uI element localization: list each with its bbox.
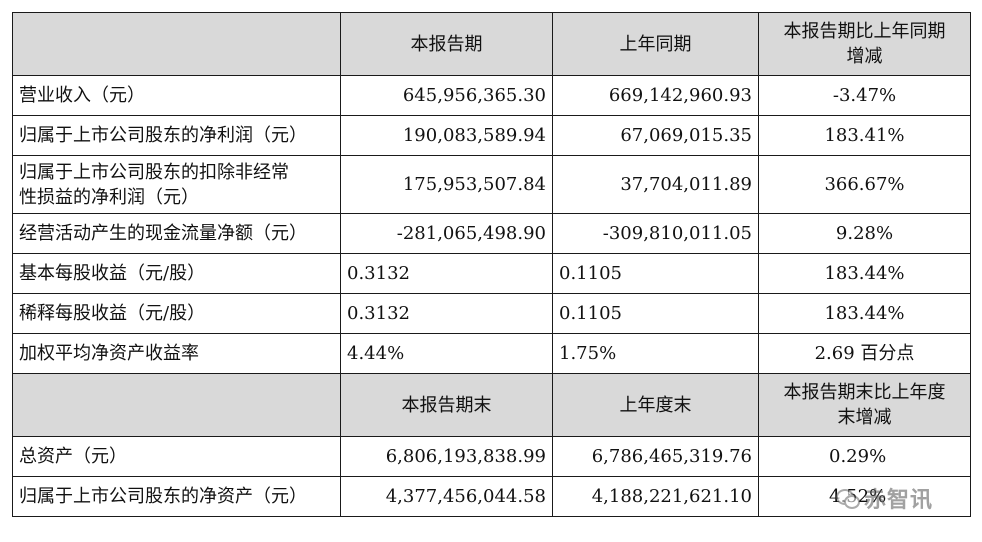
change-value: 4.52%	[758, 476, 971, 517]
current-value: -281,065,498.90	[340, 213, 553, 254]
header-prior-year-end: 上年度末	[552, 373, 759, 437]
financial-summary-table: 本报告期 上年同期 本报告期比上年同期 增减 营业收入（元） 645,956,3…	[12, 12, 971, 517]
header-current-period: 本报告期	[340, 12, 553, 76]
prior-value: 0.1105	[552, 253, 759, 294]
header-change-line1: 本报告期末比上年度	[783, 382, 946, 403]
table-row: 基本每股收益（元/股） 0.3132 0.1105 183.44%	[12, 253, 971, 294]
header-change: 本报告期末比上年度 末增减	[758, 373, 971, 437]
change-value: 0.29%	[758, 436, 971, 477]
prior-value: 669,142,960.93	[552, 75, 759, 116]
current-value: 0.3132	[340, 293, 553, 334]
header-change-line2: 增减	[846, 46, 883, 67]
current-value: 6,806,193,838.99	[340, 436, 553, 477]
prior-value: 67,069,015.35	[552, 115, 759, 156]
row-label: 经营活动产生的现金流量净额（元）	[12, 213, 341, 254]
current-value: 4,377,456,044.58	[340, 476, 553, 517]
table-row: 稀释每股收益（元/股） 0.3132 0.1105 183.44%	[12, 293, 971, 334]
row-label: 归属于上市公司股东的净利润（元）	[12, 115, 341, 156]
row-label: 归属于上市公司股东的净资产（元）	[12, 476, 341, 517]
table-row: 归属于上市公司股东的扣除非经常 性损益的净利润（元） 175,953,507.8…	[12, 155, 971, 214]
table-header-row: 本报告期末 上年度末 本报告期末比上年度 末增减	[12, 373, 971, 437]
table-row: 营业收入（元） 645,956,365.30 669,142,960.93 -3…	[12, 75, 971, 116]
header-corner-cell	[12, 12, 341, 76]
row-label: 基本每股收益（元/股）	[12, 253, 341, 294]
table-header-row: 本报告期 上年同期 本报告期比上年同期 增减	[12, 12, 971, 76]
prior-value: 0.1105	[552, 293, 759, 334]
table-row: 归属于上市公司股东的净利润（元） 190,083,589.94 67,069,0…	[12, 115, 971, 156]
change-value: -3.47%	[758, 75, 971, 116]
row-label: 营业收入（元）	[12, 75, 341, 116]
header-period-end: 本报告期末	[340, 373, 553, 437]
header-change-line1: 本报告期比上年同期	[783, 21, 946, 42]
prior-value: 6,786,465,319.76	[552, 436, 759, 477]
prior-value: 1.75%	[552, 333, 759, 374]
change-value: 183.44%	[758, 293, 971, 334]
row-label-line1: 归属于上市公司股东的扣除非经常	[19, 161, 289, 183]
change-value: 9.28%	[758, 213, 971, 254]
current-value: 4.44%	[340, 333, 553, 374]
current-value: 645,956,365.30	[340, 75, 553, 116]
prior-value: -309,810,011.05	[552, 213, 759, 254]
prior-value: 37,704,011.89	[552, 155, 759, 214]
table-row: 加权平均净资产收益率 4.44% 1.75% 2.69 百分点	[12, 333, 971, 374]
row-label: 稀释每股收益（元/股）	[12, 293, 341, 334]
change-value: 366.67%	[758, 155, 971, 214]
change-value: 183.41%	[758, 115, 971, 156]
header-corner-cell	[12, 373, 341, 437]
header-change: 本报告期比上年同期 增减	[758, 12, 971, 76]
header-change-line2: 末增减	[837, 407, 892, 428]
current-value: 190,083,589.94	[340, 115, 553, 156]
row-label: 归属于上市公司股东的扣除非经常 性损益的净利润（元）	[12, 155, 341, 214]
table-row: 经营活动产生的现金流量净额（元） -281,065,498.90 -309,81…	[12, 213, 971, 254]
table-row: 总资产（元） 6,806,193,838.99 6,786,465,319.76…	[12, 436, 971, 477]
row-label-line2: 性损益的净利润（元）	[19, 186, 199, 208]
change-value: 183.44%	[758, 253, 971, 294]
row-label: 加权平均净资产收益率	[12, 333, 341, 374]
current-value: 0.3132	[340, 253, 553, 294]
change-value: 2.69 百分点	[758, 333, 971, 374]
header-prior-period: 上年同期	[552, 12, 759, 76]
row-label: 总资产（元）	[12, 436, 341, 477]
current-value: 175,953,507.84	[340, 155, 553, 214]
prior-value: 4,188,221,621.10	[552, 476, 759, 517]
table-row: 归属于上市公司股东的净资产（元） 4,377,456,044.58 4,188,…	[12, 476, 971, 517]
